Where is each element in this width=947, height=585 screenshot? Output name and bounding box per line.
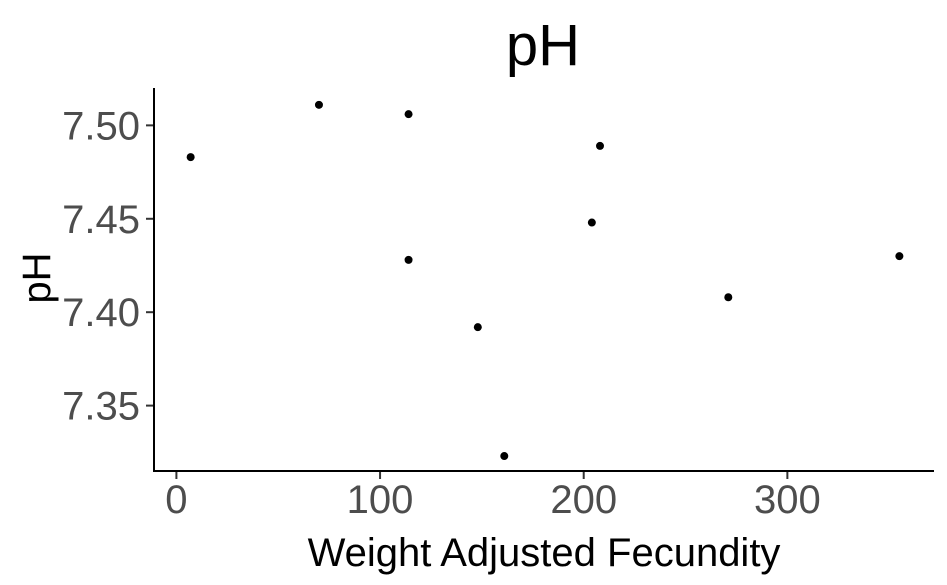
data-point — [314, 100, 323, 109]
y-tick-label: 7.40 — [62, 291, 140, 335]
y-tick-label: 7.45 — [62, 198, 140, 242]
x-tick-label: 200 — [550, 478, 617, 522]
data-point — [724, 293, 733, 302]
x-tick-label: 300 — [754, 478, 821, 522]
x-axis-ticks: 0 100 200 300 — [165, 471, 821, 522]
x-axis-label: Weight Adjusted Fecundity — [308, 531, 781, 575]
x-tick-label: 100 — [347, 478, 414, 522]
y-axis-label: pH — [15, 252, 59, 303]
data-point — [587, 218, 596, 227]
y-axis-ticks: 7.35 7.40 7.45 7.50 — [62, 104, 154, 429]
data-point — [404, 255, 413, 264]
data-point — [895, 252, 904, 261]
data-point — [404, 110, 413, 119]
y-tick-label: 7.50 — [62, 104, 140, 148]
data-point — [473, 323, 482, 332]
data-point — [186, 153, 195, 162]
data-point — [500, 452, 509, 461]
data-point — [596, 141, 605, 150]
data-points — [186, 100, 904, 461]
y-tick-label: 7.35 — [62, 385, 140, 429]
chart-title: pH — [506, 13, 580, 78]
x-tick-label: 0 — [165, 478, 187, 522]
